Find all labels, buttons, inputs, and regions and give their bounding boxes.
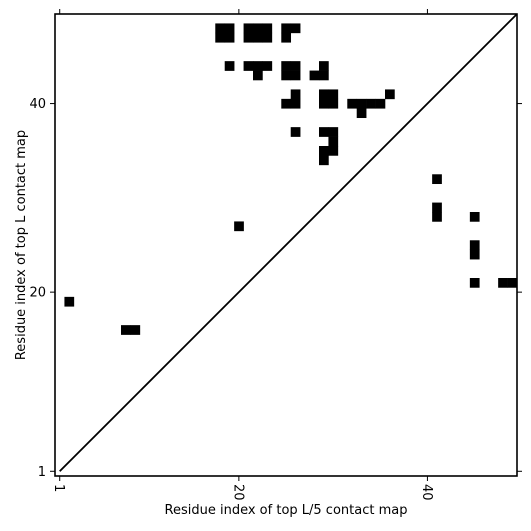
- contact-cell: [432, 174, 442, 185]
- x-axis-label: Residue index of top L/5 contact map: [165, 503, 408, 518]
- contact-cell: [253, 32, 263, 43]
- y-axis-label: Residue index of top L contact map: [14, 130, 29, 360]
- contact-cell: [319, 89, 329, 100]
- contact-cell: [281, 23, 292, 34]
- contact-cell: [243, 23, 254, 34]
- contact-cell: [253, 70, 263, 81]
- x-tick-label: 1: [51, 484, 66, 492]
- contact-cell: [319, 146, 329, 156]
- contact-cell: [243, 32, 254, 43]
- contact-cell: [432, 212, 442, 222]
- contact-cell: [224, 23, 235, 34]
- contact-cell: [328, 136, 339, 147]
- contact-cell: [281, 98, 292, 109]
- contact-cell: [262, 32, 273, 43]
- contact-cell: [234, 221, 244, 232]
- contact-cell: [262, 61, 273, 71]
- contact-cell: [215, 23, 226, 34]
- contact-cell: [366, 98, 376, 109]
- contact-cells: [64, 23, 518, 335]
- diagonal-line: [59, 13, 518, 472]
- plot-frame: [54, 13, 518, 477]
- contact-cell: [385, 89, 395, 100]
- contact-cell: [356, 98, 367, 109]
- contact-cell: [281, 32, 292, 43]
- contact-cell: [253, 23, 263, 34]
- contact-cell: [328, 146, 339, 156]
- contact-cell: [243, 61, 254, 71]
- contact-cell: [281, 70, 292, 81]
- contact-cell: [215, 32, 226, 43]
- contact-cell: [347, 98, 358, 109]
- contact-cell: [281, 61, 292, 71]
- contact-cell: [498, 278, 508, 288]
- contact-cell: [224, 61, 235, 71]
- contact-cell: [319, 61, 329, 71]
- contact-cell: [224, 32, 235, 43]
- contact-cell: [319, 155, 329, 166]
- contact-cell: [356, 108, 367, 119]
- contact-cell: [290, 70, 301, 81]
- contact-cell: [319, 127, 329, 137]
- y-tick-label: 1: [38, 465, 46, 480]
- x-tick-label: 20: [230, 484, 245, 501]
- contact-cell: [121, 325, 131, 335]
- y-tick-label: 20: [29, 286, 46, 301]
- contact-cell: [469, 240, 480, 251]
- contact-cell: [64, 296, 75, 307]
- contact-cell: [319, 98, 329, 109]
- contact-cell: [262, 23, 273, 34]
- x-tick-label: 40: [419, 484, 434, 501]
- contact-cell: [328, 89, 339, 100]
- contact-cell: [375, 98, 386, 109]
- contact-cell: [290, 61, 301, 71]
- contact-cell: [290, 127, 301, 137]
- contact-cell: [290, 89, 301, 100]
- contact-cell: [309, 70, 320, 81]
- contact-cell: [328, 98, 339, 109]
- contact-cell: [328, 127, 339, 137]
- y-tick-label: 40: [29, 97, 46, 112]
- contact-cell: [290, 23, 301, 34]
- contact-cell: [469, 249, 480, 260]
- contact-cell: [253, 61, 263, 71]
- contact-cell: [432, 202, 442, 213]
- contact-cell: [469, 212, 480, 222]
- contact-cell: [507, 278, 518, 288]
- contact-cell: [130, 325, 141, 335]
- contact-cell: [469, 278, 480, 288]
- axis-ticks: 1 20 40 1 20 40: [29, 9, 522, 501]
- contact-cell: [290, 98, 301, 109]
- contact-cell: [319, 70, 329, 81]
